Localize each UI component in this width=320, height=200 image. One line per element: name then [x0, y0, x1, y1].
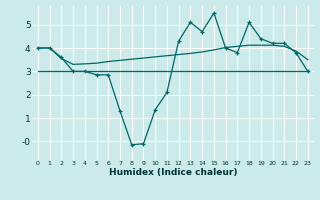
X-axis label: Humidex (Indice chaleur): Humidex (Indice chaleur) — [108, 168, 237, 177]
